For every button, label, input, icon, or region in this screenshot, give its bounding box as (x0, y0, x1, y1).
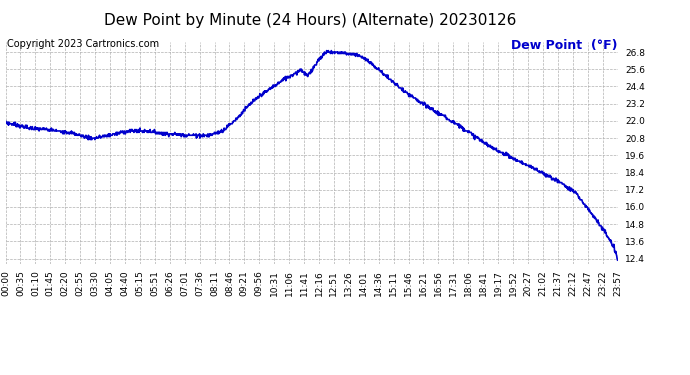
Text: Dew Point by Minute (24 Hours) (Alternate) 20230126: Dew Point by Minute (24 Hours) (Alternat… (104, 13, 517, 28)
Text: Dew Point  (°F): Dew Point (°F) (511, 39, 618, 53)
Text: Copyright 2023 Cartronics.com: Copyright 2023 Cartronics.com (7, 39, 159, 50)
